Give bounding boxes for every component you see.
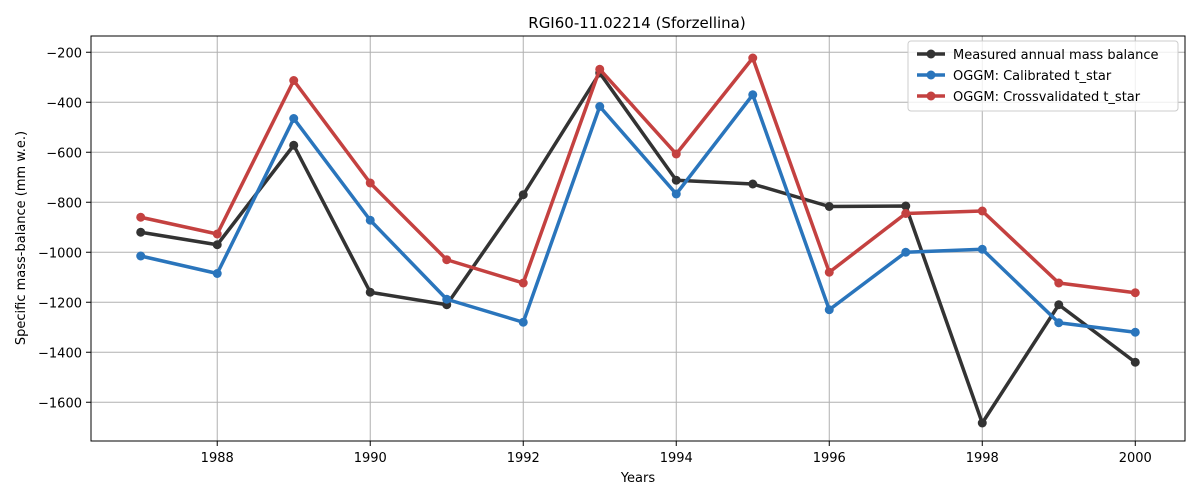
y-tick-label: −1200 [38, 296, 82, 311]
data-point-3 [595, 64, 605, 74]
x-tick-label: 1990 [354, 451, 387, 466]
data-point-2 [212, 269, 222, 278]
x-tick-label: 1994 [660, 451, 693, 466]
data-point-3 [977, 206, 987, 216]
data-point-2 [748, 90, 758, 100]
data-point-2 [1130, 327, 1140, 337]
y-tick-label: −800 [46, 196, 82, 211]
data-point-2 [442, 294, 452, 304]
legend-marker-1 [926, 49, 936, 59]
data-point-3 [289, 76, 299, 85]
data-point-2 [518, 317, 528, 327]
data-point-2 [365, 215, 375, 225]
series-layer [136, 53, 1140, 428]
data-point-2 [824, 305, 834, 315]
data-point-2 [1054, 318, 1064, 328]
data-point-1 [901, 201, 911, 211]
data-point-3 [1054, 278, 1064, 288]
data-point-1 [671, 175, 681, 185]
x-tick-label: 1988 [201, 451, 234, 466]
y-tick-label: −200 [46, 46, 82, 61]
y-tick-label: −600 [46, 146, 82, 161]
y-tick-label: −1000 [38, 246, 82, 261]
data-point-1 [136, 227, 146, 237]
data-point-2 [671, 189, 681, 199]
data-point-1 [1054, 300, 1064, 310]
series-line-2 [140, 93, 1136, 334]
data-point-3 [824, 267, 834, 277]
data-point-3 [212, 229, 222, 239]
legend-box [907, 40, 1179, 112]
series-line-3 [140, 56, 1136, 295]
y-tick-label: −400 [46, 96, 82, 111]
legend-label-1: Measured annual mass balance [953, 48, 1159, 63]
data-point-3 [1130, 288, 1140, 298]
plot-frame [90, 35, 1186, 442]
data-point-2 [977, 244, 987, 254]
data-point-2 [901, 247, 911, 257]
y-axis-label: Specific mass-balance (mm w.e.) [14, 131, 29, 345]
data-point-1 [365, 287, 375, 297]
chart-title: RGI60-11.02214 (Sforzellina) [528, 14, 745, 32]
data-point-1 [824, 202, 834, 211]
legend-label-2: OGGM: Calibrated t_star [953, 69, 1112, 84]
x-tick-label: 2000 [1119, 451, 1152, 466]
data-point-2 [136, 251, 146, 261]
legend-label-3: OGGM: Crossvalidated t_star [953, 90, 1141, 105]
legend: Measured annual mass balance OGGM: Calibr… [907, 40, 1179, 112]
x-tick-label: 1998 [966, 451, 999, 466]
data-point-2 [289, 114, 299, 123]
data-point-2 [595, 102, 605, 111]
data-point-1 [1130, 357, 1140, 367]
data-point-1 [748, 179, 758, 189]
data-point-3 [442, 255, 452, 265]
y-axis: −1600 −1400 −1200 −1000 −800 −600 −400 −200 [38, 46, 91, 411]
data-point-3 [136, 212, 146, 222]
x-axis-label: Years [620, 471, 656, 486]
data-point-1 [212, 240, 222, 250]
y-tick-label: −1400 [38, 346, 82, 361]
data-point-3 [671, 149, 681, 159]
data-point-1 [977, 418, 987, 428]
legend-marker-2 [926, 70, 936, 80]
y-tick-label: −1600 [38, 396, 82, 411]
x-tick-label: 1992 [507, 451, 540, 466]
data-point-1 [518, 190, 528, 200]
data-point-3 [901, 209, 911, 218]
series-line-1 [140, 71, 1137, 425]
data-point-3 [365, 178, 375, 188]
data-point-1 [289, 140, 299, 150]
legend-marker-3 [926, 91, 936, 101]
x-axis: 1988 1990 1992 1994 1996 1998 2000 [201, 441, 1152, 466]
data-point-3 [518, 278, 528, 288]
data-point-3 [748, 53, 758, 63]
x-tick-label: 1996 [813, 451, 846, 466]
